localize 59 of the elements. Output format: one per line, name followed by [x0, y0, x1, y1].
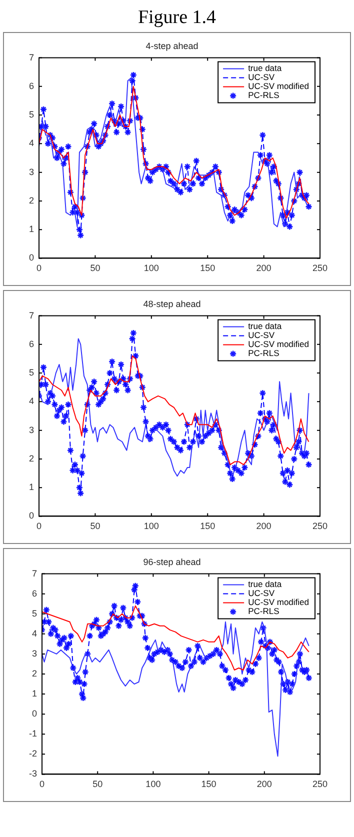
- x-tick-label: 250: [312, 263, 328, 274]
- legend-label: PC-RLS: [248, 90, 280, 100]
- y-tick-label: 3: [28, 424, 34, 435]
- y-tick-label: 4: [32, 628, 37, 638]
- x-tick-label: 0: [39, 779, 45, 790]
- y-tick-label: 2: [32, 668, 37, 678]
- x-tick-label: 150: [201, 779, 216, 790]
- legend-label: true data: [248, 321, 282, 332]
- x-tick-label: 100: [146, 779, 161, 790]
- y-tick-label: 2: [28, 453, 34, 464]
- caption: Figure 1.4: [136, 6, 218, 30]
- chart-title: 96-step ahead: [143, 556, 201, 567]
- y-tick-label: 6: [32, 588, 37, 598]
- y-tick-label: -2: [28, 748, 37, 759]
- legend-label: true data: [248, 63, 282, 74]
- y-tick-label: -1: [28, 728, 37, 739]
- y-tick-label: 0: [28, 510, 34, 521]
- chart-title: 48-step ahead: [143, 298, 201, 309]
- y-tick-label: 1: [32, 688, 37, 699]
- y-tick-label: 7: [28, 310, 34, 320]
- y-tick-label: 3: [28, 166, 34, 177]
- y-tick-label: 7: [28, 52, 34, 62]
- y-tick-label: 3: [32, 648, 37, 658]
- legend-label: true data: [248, 579, 282, 590]
- x-tick-label: 50: [90, 263, 100, 274]
- y-tick-label: 4: [28, 396, 34, 406]
- y-tick-label: 6: [28, 80, 34, 91]
- x-tick-label: 50: [90, 521, 100, 532]
- y-tick-label: 0: [32, 708, 37, 719]
- y-tick-label: 2: [28, 195, 34, 206]
- y-tick-label: -3: [28, 768, 37, 779]
- x-tick-label: 50: [92, 779, 103, 790]
- x-tick-label: 100: [144, 263, 159, 274]
- x-tick-label: 200: [256, 263, 272, 274]
- x-tick-label: 200: [256, 521, 272, 532]
- legend-label: PC-RLS: [248, 348, 280, 358]
- x-tick-label: 250: [312, 779, 328, 790]
- legend-label: UC-SV: [248, 330, 275, 340]
- legend-label: UC-SV: [248, 588, 275, 598]
- y-tick-label: 1: [28, 224, 34, 234]
- y-tick-label: 6: [28, 338, 34, 349]
- legend-label: UC-SV modified: [248, 339, 310, 350]
- chart-title: 4-step ahead: [146, 40, 198, 51]
- x-tick-label: 150: [200, 521, 216, 532]
- x-tick-label: 100: [144, 521, 159, 532]
- y-tick-label: 5: [28, 110, 34, 120]
- legend-label: UC-SV modified: [248, 81, 310, 92]
- x-tick-label: 250: [312, 521, 328, 532]
- y-tick-label: 7: [32, 568, 37, 578]
- legend-label: PC-RLS: [248, 606, 280, 616]
- legend-label: UC-SV modified: [248, 597, 310, 608]
- y-tick-label: 0: [28, 252, 34, 263]
- x-tick-label: 150: [200, 263, 216, 274]
- legend-label: UC-SV: [248, 72, 275, 82]
- y-tick-label: 1: [28, 482, 34, 492]
- y-tick-label: 4: [28, 138, 34, 148]
- y-tick-label: 5: [28, 368, 34, 378]
- x-tick-label: 200: [256, 779, 272, 790]
- y-tick-label: 5: [32, 608, 37, 618]
